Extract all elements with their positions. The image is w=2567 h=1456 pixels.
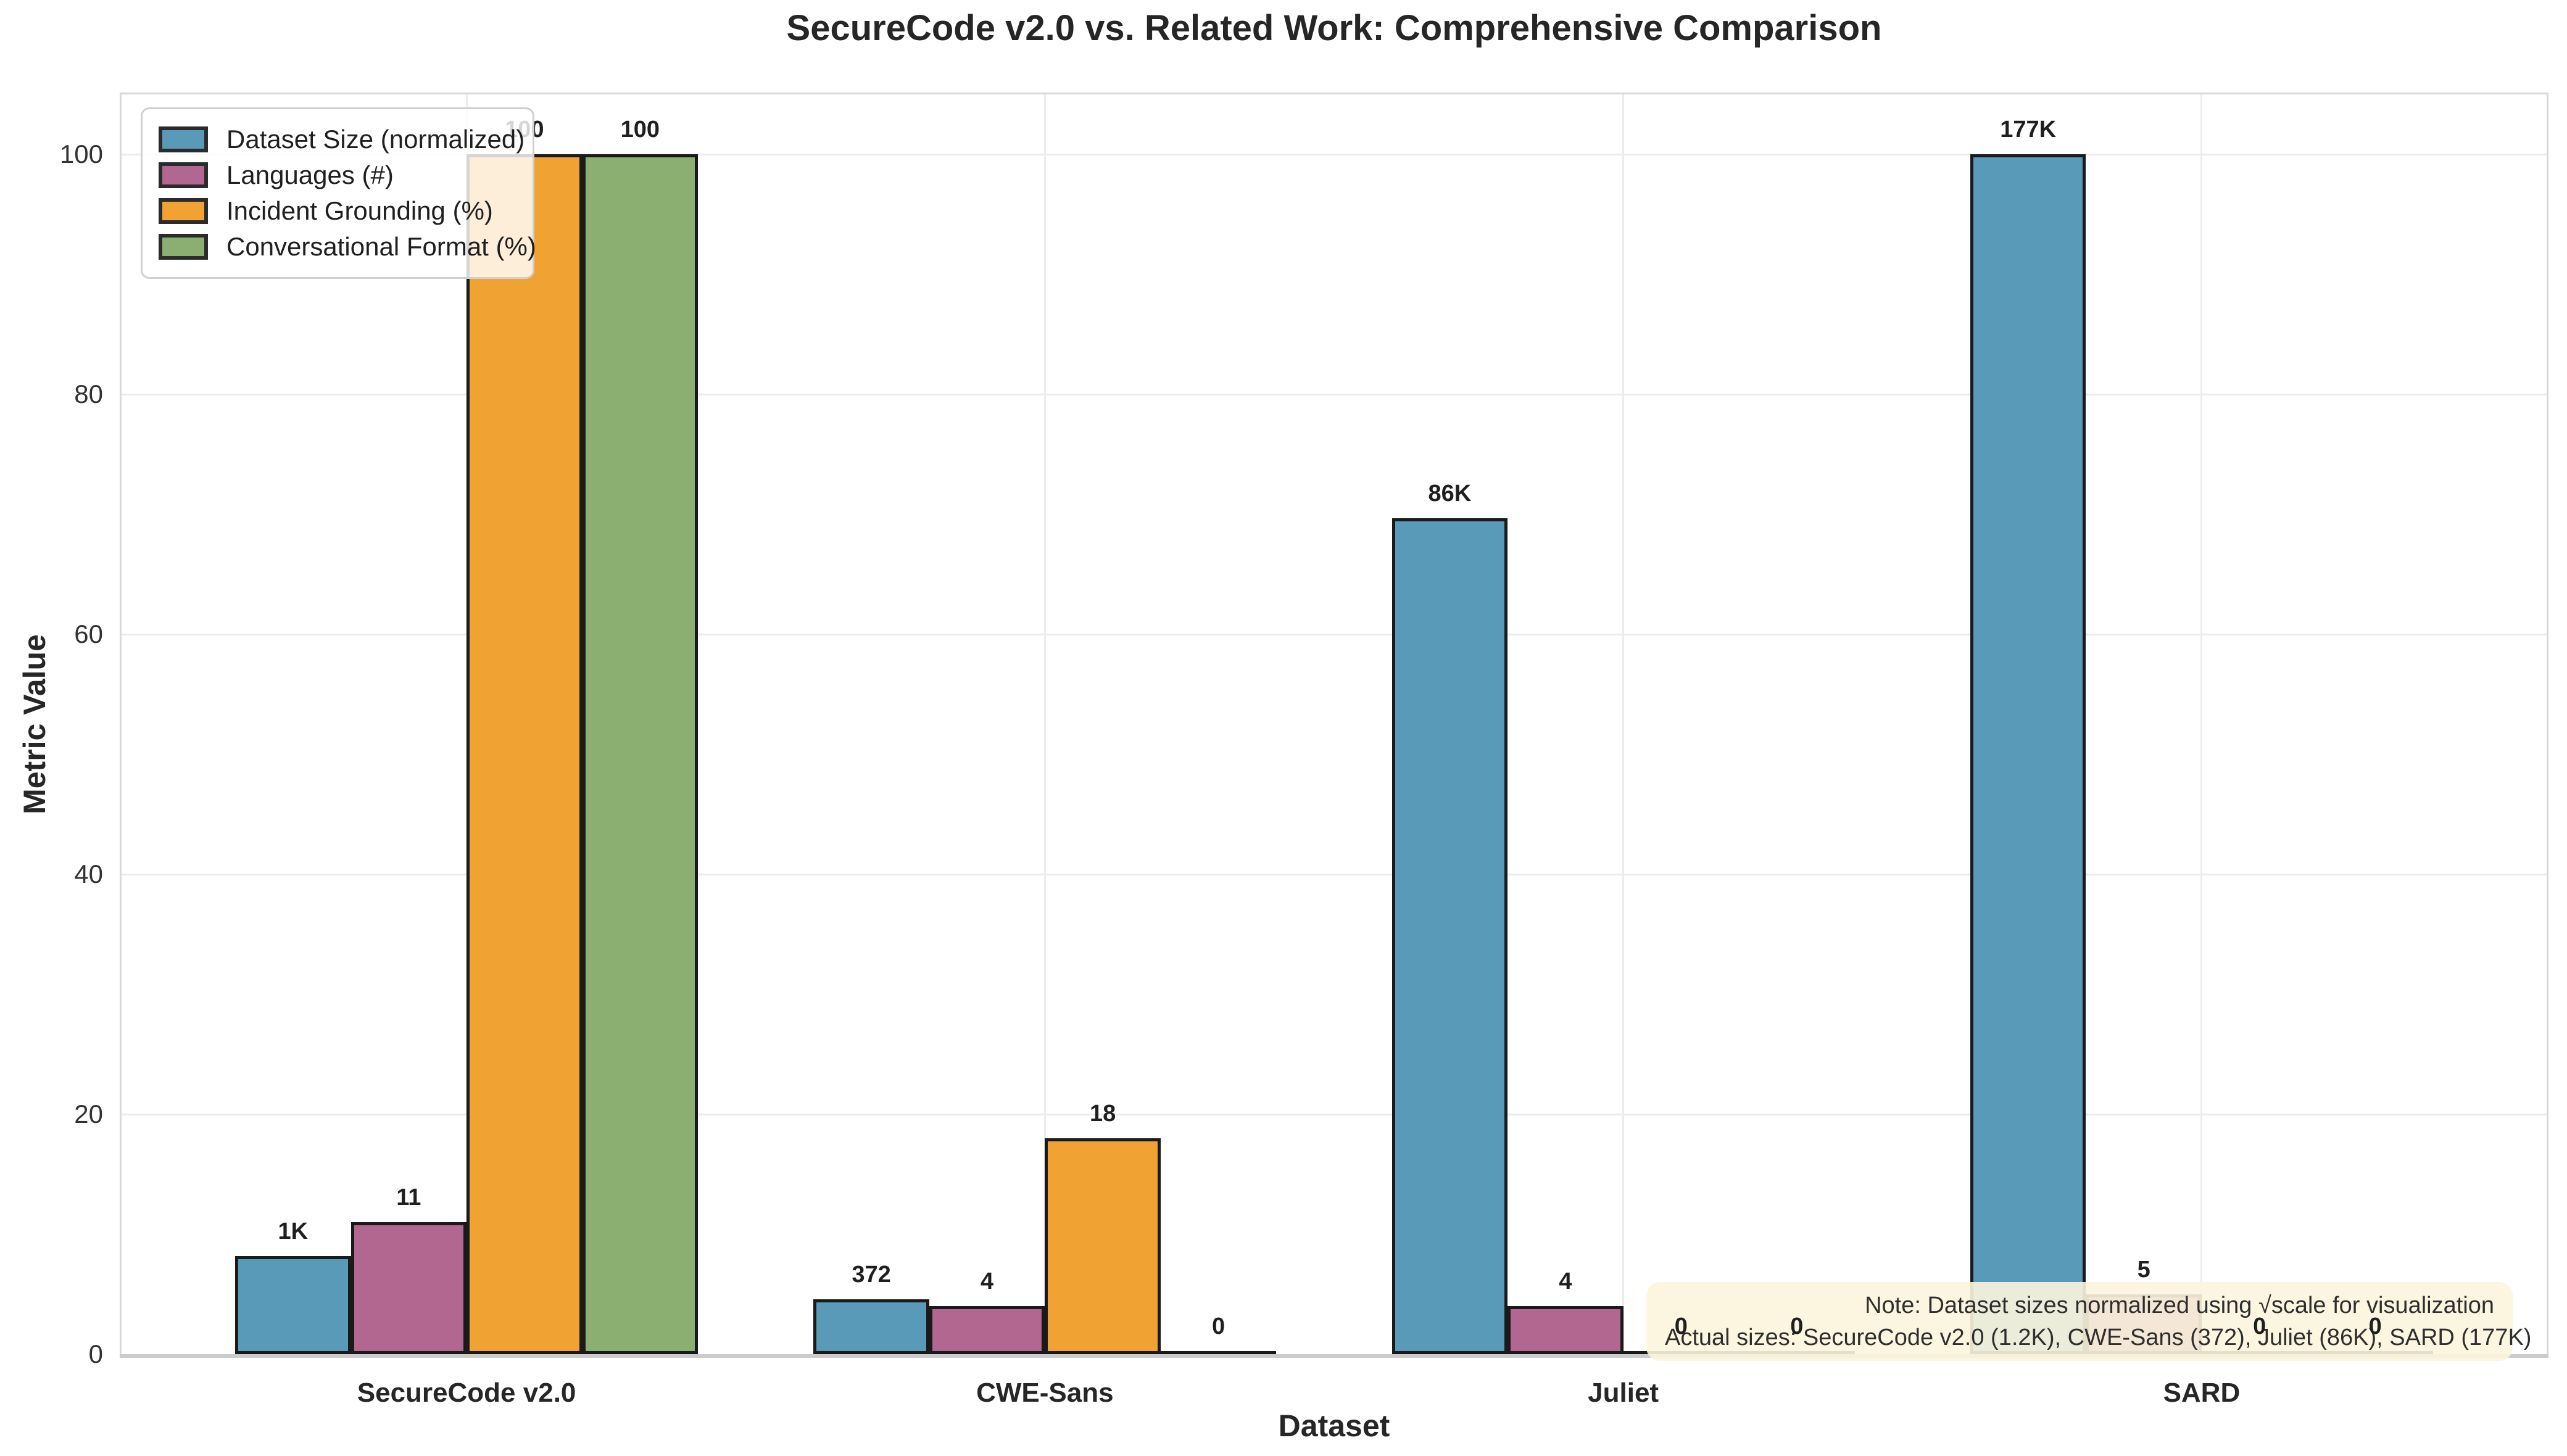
legend-item: Languages (#) [159,157,516,193]
bar-value-label: 1K [278,1218,309,1244]
x-tick-label: Juliet [1588,1378,1659,1408]
grid-line-v [2200,94,2203,1354]
grid-line-h [122,633,2547,635]
axis-spine-right [2547,93,2548,1358]
bar [582,154,699,1354]
bar [467,154,583,1354]
legend-item-label: Languages (#) [226,160,394,189]
x-tick-label: CWE-Sans [976,1378,1114,1408]
bar-value-label: 100 [620,117,660,143]
x-tick-label: SARD [2163,1378,2241,1408]
legend-item: Dataset Size (normalized) [159,122,525,157]
y-tick-label: 100 [59,139,103,169]
axis-spine-left [120,93,122,1358]
axis-spine-top [120,93,2548,94]
bar-value-label: 86K [1428,480,1472,507]
bar [350,1222,467,1354]
bar-value-label: 4 [1559,1268,1572,1295]
bar [929,1306,1045,1354]
grid-line-h [122,393,2547,395]
legend-swatch-icon [159,198,208,224]
legend-item-label: Dataset Size (normalized) [226,125,525,154]
y-tick-label: 40 [74,859,103,889]
grid-line-h [122,153,2547,155]
legend-item-label: Incident Grounding (%) [226,196,493,225]
bar-value-label: 0 [2253,1313,2266,1339]
axis-spine-bottom [120,1354,2548,1358]
y-tick-label: 60 [74,619,103,649]
bar-value-label: 0 [1674,1313,1688,1339]
grid-line-h [122,873,2547,875]
legend-item: Conversational Format (%) [159,229,536,265]
y-axis-label: Metric Value [17,634,52,814]
y-tick-label: 0 [88,1339,103,1368]
grid-line-v [1622,94,1625,1354]
note-line-2: Actual sizes: SecureCode v2.0 (1.2K), CW… [1665,1325,2532,1351]
bar-value-label: 0 [1212,1313,1225,1339]
bar-value-label: 0 [1790,1313,1804,1339]
note-line-1: Note: Dataset sizes normalized using √sc… [1865,1293,2494,1318]
bar-value-label: 372 [852,1261,891,1288]
legend-swatch-icon [159,126,208,152]
bar-value-label: 5 [2137,1256,2150,1283]
plot-area: 1K37286K177K114451001800100000 [122,94,2547,1354]
legend-item: Incident Grounding (%) [159,193,516,229]
chart-title: SecureCode v2.0 vs. Related Work: Compre… [786,8,1882,48]
bar-value-label: 0 [2368,1313,2382,1339]
bar [813,1299,929,1354]
y-tick-label: 20 [74,1099,103,1129]
legend-item-label: Conversational Format (%) [226,232,536,261]
grid-line-v [1043,94,1046,1354]
legend-swatch-icon [159,162,208,188]
bar [1391,518,1508,1354]
bar-value-label: 11 [396,1185,421,1211]
note-annotation: Note: Dataset sizes normalized using √sc… [1646,1282,2532,1361]
bar-value-label: 177K [2000,117,2057,143]
bar [235,1255,351,1354]
bar-value-label: 4 [981,1268,994,1295]
bar [1507,1306,1624,1354]
bar-value-label: 18 [1089,1100,1116,1127]
legend: Dataset Size (normalized) Languages (#) … [141,107,536,279]
y-tick-label: 80 [74,379,103,409]
legend-swatch-icon [159,234,208,260]
x-axis-label: Dataset [1278,1408,1390,1443]
bar [1045,1138,1161,1354]
x-tick-label: SecureCode v2.0 [357,1378,576,1408]
grid-line-h [122,1113,2547,1115]
bar [1970,154,2086,1354]
bar [1160,1351,1277,1354]
